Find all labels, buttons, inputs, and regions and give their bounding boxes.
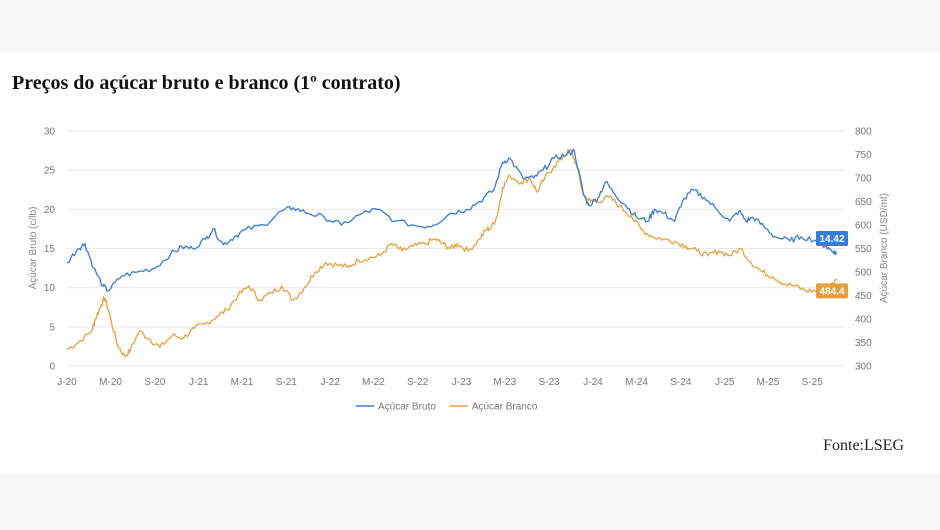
- y-right-tick-label: 450: [855, 291, 872, 302]
- y-right-tick-label: 650: [855, 197, 872, 208]
- top-band: [0, 0, 940, 52]
- y-right-tick-label: 550: [855, 244, 872, 255]
- x-tick-label: J-20: [57, 377, 77, 388]
- x-tick-label: J-25: [715, 377, 735, 388]
- x-tick-label: S-20: [144, 377, 166, 388]
- y-axis-right-title: Açúcar Branco (USD/mt): [879, 193, 890, 303]
- bottom-band: [0, 474, 940, 530]
- y-right-tick-label: 800: [855, 127, 872, 138]
- chart-title: Preços do açúcar bruto e branco (1º cont…: [12, 72, 401, 94]
- y-left-tick-label: 30: [44, 127, 56, 138]
- y-axis-right: 300 350 400 450 500 550 600 650 700 750 800: [855, 127, 872, 373]
- y-right-tick-label: 500: [855, 268, 872, 279]
- end-labels: 14.42 484.4: [816, 231, 848, 299]
- y-left-tick-label: 20: [44, 205, 56, 216]
- y-left-tick-label: 15: [44, 244, 56, 255]
- x-tick-label: J-24: [583, 377, 603, 388]
- x-tick-label: S-23: [539, 377, 561, 388]
- end-label-branco: 484.4: [819, 286, 844, 297]
- y-left-tick-label: 10: [44, 283, 56, 294]
- x-tick-label: S-24: [670, 377, 692, 388]
- end-label-bruto: 14.42: [819, 234, 844, 245]
- x-tick-label: J-23: [452, 377, 472, 388]
- y-right-tick-label: 750: [855, 150, 872, 161]
- gridlines: [67, 130, 845, 367]
- x-tick-label: M-24: [625, 377, 648, 388]
- x-tick-label: M-23: [493, 377, 516, 388]
- end-label-bruto-badge: [816, 231, 848, 247]
- legend-label: Açúcar Bruto: [378, 402, 436, 413]
- x-axis: J-20 M-20 S-20 J-21 M-21 S-21 J-22 M-22 S-22 J-23…: [57, 377, 823, 388]
- y-right-tick-label: 350: [855, 338, 872, 349]
- legend-label: Açúcar Branco: [472, 402, 538, 413]
- x-tick-label: M-21: [231, 377, 254, 388]
- y-left-tick-label: 0: [49, 362, 55, 373]
- series-lines: [66, 148, 838, 358]
- y-axis-left: 0 5 10 15 20 25 30: [44, 127, 56, 373]
- y-right-tick-label: 700: [855, 174, 872, 185]
- x-tick-label: S-25: [802, 377, 824, 388]
- y-left-tick-label: 25: [44, 166, 56, 177]
- x-tick-label: J-22: [320, 377, 340, 388]
- x-tick-label: S-22: [407, 377, 429, 388]
- x-tick-label: J-21: [189, 377, 209, 388]
- y-right-tick-label: 400: [855, 315, 872, 326]
- x-tick-label: M-25: [757, 377, 780, 388]
- y-axis-left-title: Açúcar Bruto (c/lb): [28, 207, 39, 290]
- x-tick-label: S-21: [276, 377, 298, 388]
- x-tick-label: M-20: [99, 377, 122, 388]
- y-left-tick-label: 5: [49, 322, 55, 333]
- x-tick-label: M-22: [362, 377, 385, 388]
- end-label-branco-badge: [816, 283, 848, 299]
- legend: Açúcar Bruto Açúcar Branco: [356, 402, 538, 413]
- source-note: Fonte:LSEG: [823, 437, 904, 454]
- y-right-tick-label: 300: [855, 362, 872, 373]
- series-line-acucar-branco: [66, 148, 837, 358]
- y-right-tick-label: 600: [855, 221, 872, 232]
- series-line-acucar-bruto: [66, 148, 838, 292]
